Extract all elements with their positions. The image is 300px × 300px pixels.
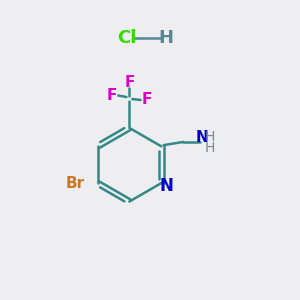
Text: Br: Br xyxy=(66,176,85,190)
Text: Cl: Cl xyxy=(117,29,136,47)
Text: F: F xyxy=(124,75,135,90)
Text: N: N xyxy=(195,130,208,145)
Text: H: H xyxy=(159,29,174,47)
Text: N: N xyxy=(160,177,173,195)
Text: F: F xyxy=(107,88,118,103)
Text: F: F xyxy=(141,92,152,107)
Text: H: H xyxy=(205,130,215,145)
Text: H: H xyxy=(205,141,215,155)
